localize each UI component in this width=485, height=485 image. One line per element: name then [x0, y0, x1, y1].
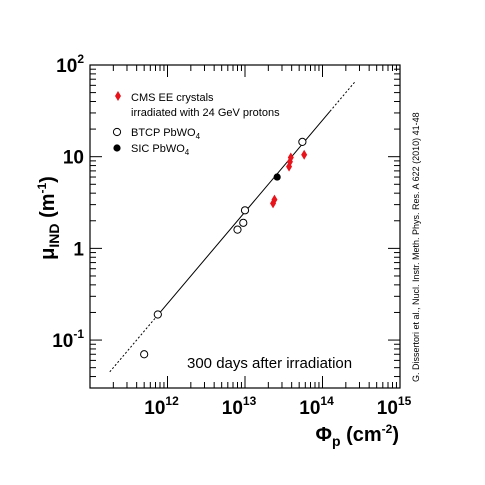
- x-tick-label: 1012: [144, 394, 179, 419]
- legend-marker-open-circle: [112, 127, 122, 137]
- legend-label-sic: SIC PbWO4: [131, 143, 190, 157]
- legend-marker-filled-circle: [113, 144, 121, 152]
- legend-marker-diamond: [115, 91, 121, 101]
- legend-label-cms-line1: CMS EE crystals: [131, 92, 214, 104]
- y-tick-label: 10-1: [52, 327, 84, 352]
- point-open-circle: [140, 350, 149, 359]
- point-diamond: [271, 194, 278, 205]
- y-tick-label: 1: [73, 239, 84, 260]
- y-tick-labels: 10-1 1 10 102: [52, 52, 84, 352]
- y-tick-label: 10: [63, 148, 84, 169]
- point-open-circle: [239, 218, 248, 227]
- legend-label-cms-line2: irradiated with 24 GeV protons: [131, 107, 280, 119]
- x-tick-label: 1015: [377, 394, 412, 419]
- point-open-circle: [298, 137, 307, 146]
- extrapolation-line: [109, 317, 156, 373]
- point-filled-circle: [273, 173, 281, 181]
- annotation-text: 300 days after irradiation: [187, 355, 352, 372]
- legend: CMS EE crystals irradiated with 24 GeV p…: [112, 91, 280, 157]
- axis-ticks: [89, 64, 400, 389]
- legend-label-btcp: BTCP PbWO4: [131, 127, 201, 141]
- point-open-circle: [233, 225, 242, 234]
- x-axis-title: Φp (cm-2): [316, 422, 399, 449]
- y-axis-title: μIND (m-1): [35, 176, 62, 260]
- point-diamond: [301, 149, 308, 160]
- point-open-circle: [240, 206, 250, 215]
- extrapolation-line: [329, 81, 356, 112]
- fit-line: [155, 110, 331, 319]
- point-open-circle: [153, 310, 162, 319]
- data-points: [140, 137, 308, 359]
- citation-text: G. Dissertori et al., Nucl. Instr. Meth.…: [411, 112, 421, 382]
- y-tick-label: 102: [56, 52, 84, 77]
- fit-lines: [109, 81, 356, 373]
- point-diamond: [287, 152, 294, 163]
- x-tick-labels: 1012 1013 1014 1015: [144, 394, 411, 419]
- x-tick-label: 1013: [222, 394, 257, 419]
- x-tick-label: 1014: [299, 394, 334, 419]
